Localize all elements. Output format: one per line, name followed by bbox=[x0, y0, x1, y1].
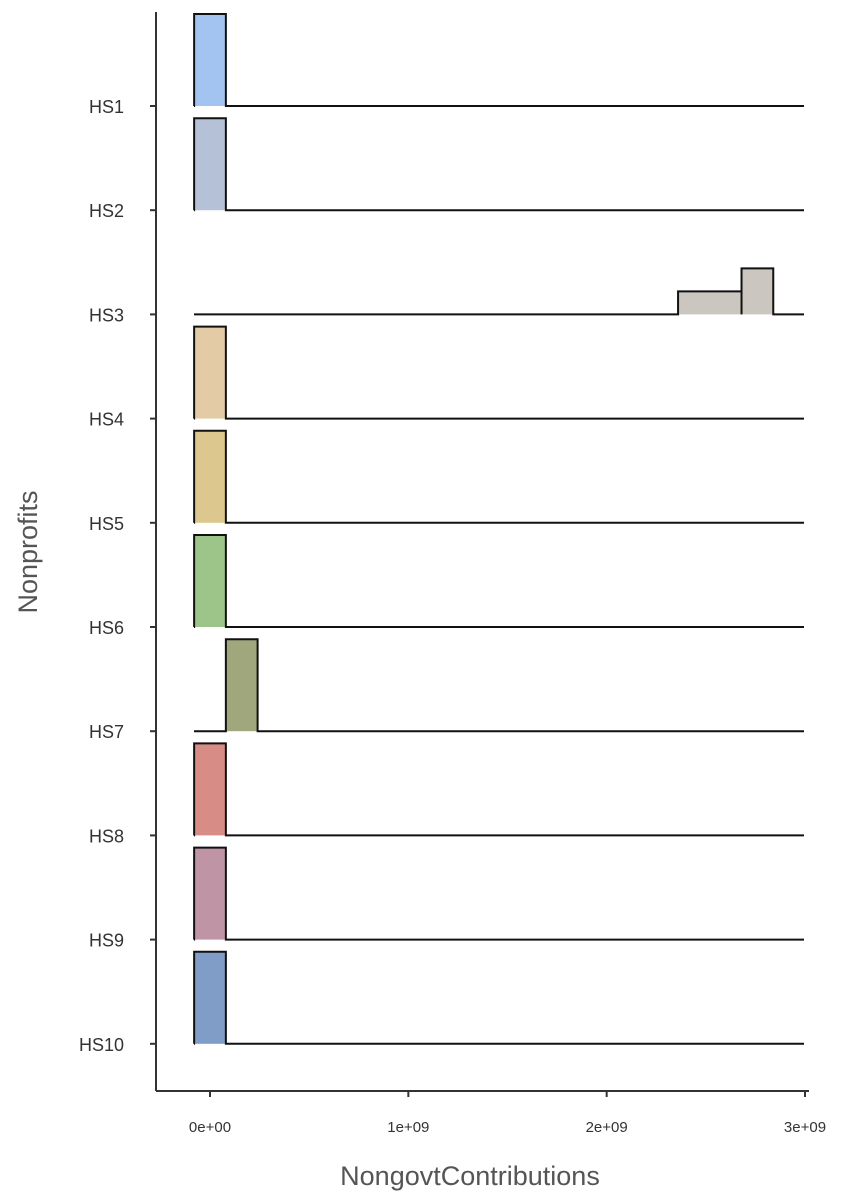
x-tick-label: 2e+09 bbox=[586, 1119, 628, 1136]
ridge-outline-hs3 bbox=[194, 267, 804, 316]
x-tick-label: 1e+09 bbox=[387, 1119, 429, 1136]
y-axis-ticks: HS1 HS2 HS3 HS4 HS5 HS6 HS7 HS8 HS9 HS10 bbox=[79, 97, 156, 1055]
y-tick-label: HS9 bbox=[89, 931, 124, 951]
ridge-fill-hs3 bbox=[678, 291, 742, 315]
ridge-outline-hs4 bbox=[193, 325, 804, 420]
ridge-outline-hs6 bbox=[193, 534, 804, 628]
ridge-hs5 bbox=[193, 429, 804, 524]
y-tick-label: HS8 bbox=[89, 826, 124, 846]
x-axis-ticks: 0e+00 1e+09 2e+09 3e+09 bbox=[189, 1091, 826, 1136]
ridge-outline-hs1 bbox=[193, 13, 804, 107]
y-tick-label: HS10 bbox=[79, 1035, 124, 1055]
y-axis-title: Nonprofits bbox=[13, 490, 43, 613]
y-tick-label: HS4 bbox=[89, 410, 124, 430]
ridge-hs6 bbox=[193, 534, 804, 628]
ridge-outline-hs5 bbox=[193, 429, 804, 524]
ridge-fill-hs5 bbox=[194, 430, 226, 523]
ridge-hs8 bbox=[193, 742, 804, 837]
x-tick-label: 0e+00 bbox=[189, 1119, 231, 1136]
ridge-hs9 bbox=[193, 846, 804, 941]
ridge-fill-hs1 bbox=[194, 14, 226, 106]
y-tick-label: HS6 bbox=[89, 618, 124, 638]
y-tick-label: HS3 bbox=[89, 305, 124, 325]
ridge-outline-hs2 bbox=[193, 117, 804, 212]
ridge-fill-hs3 bbox=[741, 268, 774, 315]
ridge-fill-hs6 bbox=[194, 535, 226, 627]
x-axis-title: NongovtContributions bbox=[340, 1161, 600, 1191]
ridge-outline-hs10 bbox=[193, 950, 804, 1045]
ridge-hs1 bbox=[193, 13, 804, 107]
ridge-hs7 bbox=[194, 638, 804, 733]
ridge-outline-hs7 bbox=[194, 638, 804, 733]
y-tick-label: HS1 bbox=[89, 97, 124, 117]
ridge-fill-hs10 bbox=[194, 951, 226, 1044]
ridge-fill-hs7 bbox=[225, 639, 258, 732]
ridge-outline-hs9 bbox=[193, 846, 804, 941]
y-tick-label: HS5 bbox=[89, 514, 124, 534]
ridge-hs2 bbox=[193, 117, 804, 212]
ridge-fill-hs2 bbox=[194, 118, 226, 211]
y-tick-label: HS7 bbox=[89, 722, 124, 742]
ridge-fill-hs4 bbox=[194, 326, 226, 419]
ridges-layer bbox=[193, 13, 804, 1045]
ridge-fill-hs8 bbox=[194, 743, 226, 836]
ridge-hs10 bbox=[193, 950, 804, 1045]
ridge-hs4 bbox=[193, 325, 804, 420]
ridge-hs3 bbox=[194, 267, 804, 316]
ridge-fill-hs9 bbox=[194, 847, 226, 940]
y-tick-label: HS2 bbox=[89, 201, 124, 221]
ridge-outline-hs8 bbox=[193, 742, 804, 837]
x-tick-label: 3e+09 bbox=[784, 1119, 826, 1136]
